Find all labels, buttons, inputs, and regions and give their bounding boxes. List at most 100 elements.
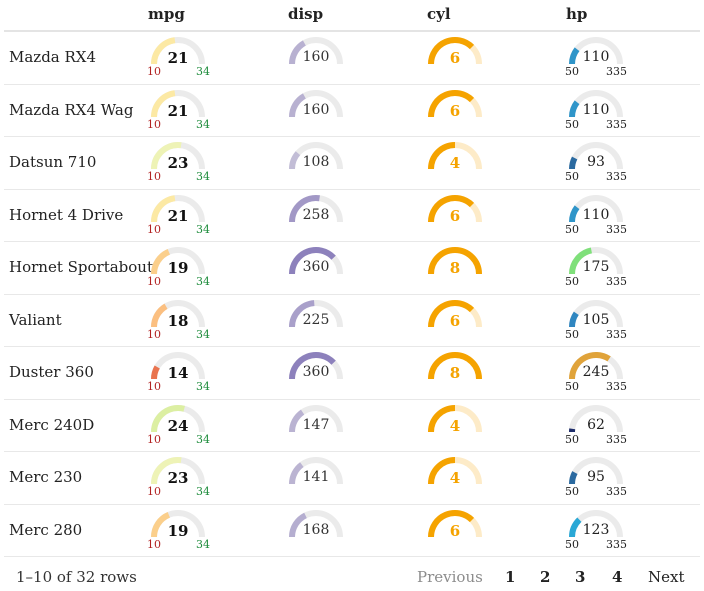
next-button[interactable]: Next (648, 568, 685, 586)
hp-min-label: 50 (565, 485, 579, 498)
mpg-gauge: 21 10 34 (147, 194, 212, 240)
hp-min-label: 50 (565, 537, 579, 551)
cyl-value: 6 (449, 49, 461, 67)
page-button-1[interactable]: 1 (505, 568, 516, 586)
disp-gauge-arc (289, 509, 343, 537)
cyl-gauge: 6 (427, 36, 489, 82)
hp-gauge-track (569, 404, 623, 432)
mpg-max-label: 34 (196, 537, 210, 551)
cyl-gauge-arc (428, 404, 482, 432)
hp-gauge: 105 50 335 (565, 299, 630, 345)
mpg-gauge-arc (151, 37, 205, 65)
disp-value: 160 (302, 49, 330, 65)
disp-value: 147 (302, 416, 330, 433)
table-row: Hornet 4 Drive 21 10 34 258 6 110 50 335 (4, 190, 700, 242)
page-button-4[interactable]: 4 (612, 568, 623, 586)
table-row: Merc 280 19 10 34 168 6 123 50 335 (4, 505, 700, 557)
mpg-value: 14 (167, 364, 189, 382)
disp-gauge-arc (289, 299, 343, 327)
disp-gauge-track (289, 509, 343, 537)
mpg-gauge-fill (151, 404, 185, 432)
hp-gauge: 123 50 335 (565, 509, 630, 555)
hp-gauge: 110 50 335 (565, 36, 630, 82)
disp-value: 108 (302, 154, 330, 170)
hp-gauge: 110 50 335 (565, 194, 630, 240)
table-row: Valiant 18 10 34 225 6 105 50 335 (4, 295, 700, 347)
mpg-value: 21 (167, 49, 189, 67)
hp-gauge-arc (569, 457, 623, 485)
cyl-gauge: 6 (427, 194, 489, 240)
mpg-gauge: 19 10 34 (147, 246, 212, 292)
cyl-gauge: 6 (427, 509, 489, 555)
disp-gauge-fill (289, 40, 306, 65)
disp-value: 225 (302, 311, 330, 328)
disp-gauge-track (289, 89, 343, 117)
disp-gauge-arc (289, 404, 343, 432)
header-cyl[interactable]: cyl (427, 5, 451, 23)
hp-value: 62 (587, 416, 605, 433)
mpg-max-label: 34 (196, 65, 210, 78)
disp-gauge-fill (289, 462, 304, 485)
cyl-gauge: 4 (427, 404, 489, 450)
mpg-max-label: 34 (196, 432, 210, 446)
cyl-gauge-fill (428, 89, 475, 117)
mpg-gauge-fill (151, 194, 176, 222)
car-name: Mazda RX4 (9, 48, 97, 66)
hp-max-label: 335 (606, 327, 627, 341)
cyl-gauge-arc (428, 89, 482, 117)
header-disp[interactable]: disp (288, 5, 324, 23)
disp-value: 360 (302, 259, 330, 275)
hp-value: 110 (582, 101, 610, 118)
cyl-value: 6 (449, 101, 461, 120)
cyl-gauge-arc (428, 457, 482, 485)
car-name: Duster 360 (9, 363, 94, 381)
cyl-gauge-arc (428, 194, 482, 222)
rows-info: 1–10 of 32 rows (16, 568, 137, 586)
hp-max-label: 335 (606, 222, 627, 236)
hp-gauge-fill (569, 247, 593, 275)
hp-gauge-arc (569, 247, 623, 275)
cyl-gauge-arc (428, 352, 482, 380)
hp-value: 93 (587, 154, 605, 170)
disp-gauge: 360 (288, 246, 350, 292)
disp-gauge: 141 (288, 456, 350, 502)
mpg-max-label: 34 (196, 380, 210, 393)
mpg-max-label: 34 (196, 222, 210, 236)
hp-max-label: 335 (606, 275, 627, 288)
mpg-gauge-arc (151, 509, 205, 537)
pagination-footer: 1–10 of 32 rows Previous 1 2 3 4 Next (0, 556, 704, 591)
mpg-gauge-fill (151, 249, 171, 275)
hp-gauge: 62 50 335 (565, 404, 630, 450)
previous-button[interactable]: Previous (417, 568, 483, 586)
mpg-gauge-fill (151, 457, 182, 485)
hp-gauge: 245 50 335 (565, 351, 630, 397)
mpg-value: 23 (167, 469, 189, 487)
table-row: Hornet Sportabout 19 10 34 360 8 175 50 335 (4, 242, 700, 295)
disp-value: 160 (302, 101, 330, 118)
cyl-gauge-fill (428, 299, 475, 327)
hp-gauge: 95 50 335 (565, 456, 630, 502)
disp-gauge-fill (289, 92, 306, 117)
cyl-gauge-arc (428, 37, 482, 65)
mpg-min-label: 10 (147, 380, 161, 393)
mpg-min-label: 10 (147, 117, 161, 131)
page-button-3[interactable]: 3 (575, 568, 586, 586)
mpg-gauge-arc (151, 352, 205, 380)
disp-gauge-fill (289, 194, 320, 222)
mpg-value: 24 (167, 416, 189, 435)
mpg-min-label: 10 (147, 432, 161, 446)
disp-value: 141 (302, 469, 330, 485)
cyl-gauge: 8 (427, 246, 489, 292)
mpg-gauge-fill (151, 89, 176, 117)
table-body: Mazda RX4 21 10 34 160 6 110 50 335 Mazda RX4 Wag… (4, 32, 700, 557)
disp-gauge: 108 (288, 141, 350, 187)
header-mpg[interactable]: mpg (148, 5, 185, 23)
disp-gauge-fill (289, 299, 315, 327)
cyl-value: 6 (449, 521, 461, 540)
hp-min-label: 50 (565, 275, 579, 288)
page-button-2[interactable]: 2 (540, 568, 551, 586)
header-hp[interactable]: hp (566, 5, 588, 23)
table-header: mpg disp cyl hp (4, 0, 700, 32)
hp-gauge-fill (569, 156, 578, 170)
mpg-value: 23 (167, 154, 189, 172)
